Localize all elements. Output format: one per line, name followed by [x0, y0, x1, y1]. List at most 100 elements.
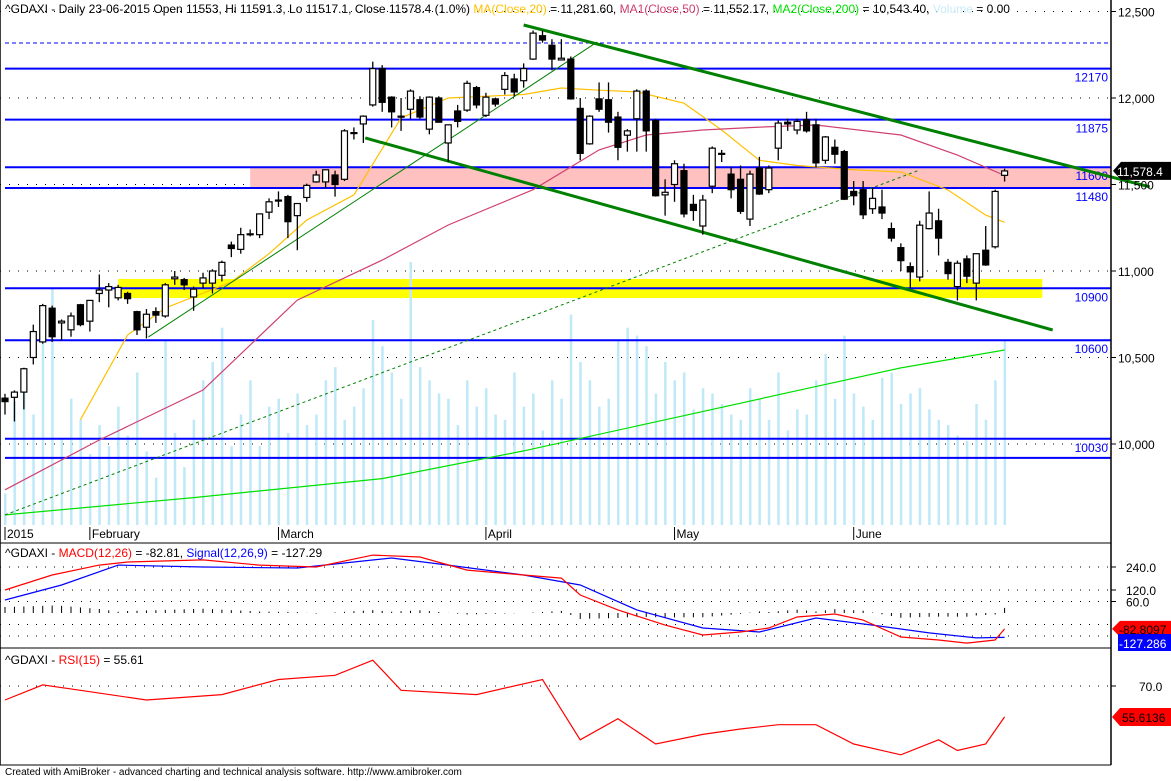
ma50-value: = 11,552.17,	[699, 2, 773, 16]
candle-bearish	[454, 110, 462, 122]
volume-bar	[136, 372, 139, 525]
candle-bullish	[218, 261, 226, 276]
level-label: 11480	[1076, 190, 1109, 204]
volume-bar	[852, 393, 856, 525]
candle-bullish	[312, 174, 320, 183]
candle-bullish	[265, 201, 273, 213]
volume-bar	[956, 435, 959, 525]
candle-bullish	[114, 286, 122, 299]
volume-bar	[456, 425, 460, 525]
volume-bar	[258, 446, 262, 525]
candle-bearish	[1, 397, 9, 403]
volume-bar	[758, 398, 761, 525]
macd-y-tick-label: 120.0	[1126, 584, 1156, 598]
volume-bar	[947, 425, 950, 525]
rsi-pane-header: ^GDAXI - RSI(15) = 55.61	[5, 653, 144, 667]
candle-bullish	[529, 32, 537, 60]
volume-bar	[532, 393, 535, 525]
candle-bearish	[652, 119, 660, 197]
signal-value-tag	[1118, 634, 1171, 651]
signal-label: Signal(12,26,9)	[186, 546, 268, 560]
candle-bullish	[208, 270, 217, 284]
candle-bullish	[161, 284, 169, 317]
trend-line	[523, 23, 1151, 189]
candle-bullish	[274, 199, 283, 202]
candle-bearish	[567, 58, 575, 100]
volume-bar	[871, 419, 875, 525]
volume-bar	[126, 435, 130, 525]
volume-bar	[475, 406, 478, 525]
candle-bearish	[227, 244, 235, 250]
volume-bar	[909, 393, 912, 525]
macd-pane-header: ^GDAXI - MACD(12,26) = -82.81, Signal(12…	[5, 546, 322, 560]
candle-bullish	[86, 299, 94, 322]
volume-bar	[645, 346, 648, 525]
ma20-value: = 11,281.60,	[546, 2, 620, 16]
candle-bullish	[237, 234, 245, 250]
volume-bar	[324, 380, 328, 525]
candle-bearish	[812, 124, 820, 164]
volume-bar	[692, 409, 695, 525]
volume-bar	[352, 406, 356, 525]
rsi-value-tag	[1112, 707, 1171, 726]
volume-bar	[918, 388, 922, 525]
volume-bar	[1003, 340, 1007, 525]
volume-bar	[730, 414, 733, 525]
volume-bar	[513, 372, 516, 525]
volume-bar	[522, 406, 526, 525]
macd-line	[4, 554, 1006, 644]
volume-bar	[899, 404, 903, 525]
rsi-line	[4, 659, 1006, 756]
macd-y-tick-label: 240.0	[1126, 561, 1156, 575]
candle-bullish	[171, 276, 179, 280]
candle-bullish	[39, 305, 47, 343]
volume-bar	[767, 419, 771, 525]
volume-bar	[786, 430, 790, 525]
x-tick-label: May	[677, 527, 700, 541]
candle-bearish	[755, 167, 764, 195]
volume-bar	[41, 327, 45, 525]
volume-bar	[88, 453, 92, 525]
volume-bar	[682, 372, 686, 525]
candle-bearish	[934, 220, 943, 239]
candle-bullish	[444, 124, 452, 144]
candle-bearish	[859, 189, 867, 216]
volume-value: = 0.00	[972, 2, 1010, 16]
rsi-prefix: ^GDAXI -	[5, 653, 59, 667]
volume-bar	[484, 388, 488, 525]
candle-bearish	[831, 146, 839, 155]
volume-bar	[739, 419, 743, 525]
rsi-label: RSI(15)	[58, 653, 100, 667]
candle-bullish	[322, 169, 330, 183]
volume-bar	[315, 414, 318, 525]
candle-bearish	[152, 311, 160, 316]
x-tick-label: February	[92, 527, 140, 541]
volume-bar	[748, 388, 752, 525]
candle-bullish	[821, 136, 830, 161]
volume-bar	[928, 409, 931, 525]
candle-bullish	[350, 132, 358, 135]
volume-bar	[70, 398, 73, 525]
candle-bearish	[878, 206, 886, 214]
candle-bearish	[133, 311, 141, 331]
candle-bullish	[972, 253, 980, 284]
candle-bullish	[293, 202, 301, 217]
rsi-value-label: 55.6136	[1122, 711, 1166, 725]
volume-bar	[296, 393, 299, 525]
volume-bar	[975, 404, 978, 525]
candle-bullish	[953, 262, 962, 288]
y-tick-label: 12,500	[1118, 6, 1155, 20]
y-tick-label: 11,500	[1118, 179, 1154, 193]
candle-bullish	[746, 173, 754, 220]
volume-bar	[437, 393, 441, 525]
x-tick-label: June	[856, 527, 882, 541]
volume-bar	[994, 380, 997, 525]
ma200-label: MA2(Close,200)	[772, 2, 860, 16]
level-label: 10900	[1075, 290, 1109, 304]
level-label: 10030	[1075, 441, 1109, 455]
candle-bullish	[661, 191, 669, 196]
volume-bar	[664, 361, 667, 525]
candle-bullish	[586, 115, 594, 145]
